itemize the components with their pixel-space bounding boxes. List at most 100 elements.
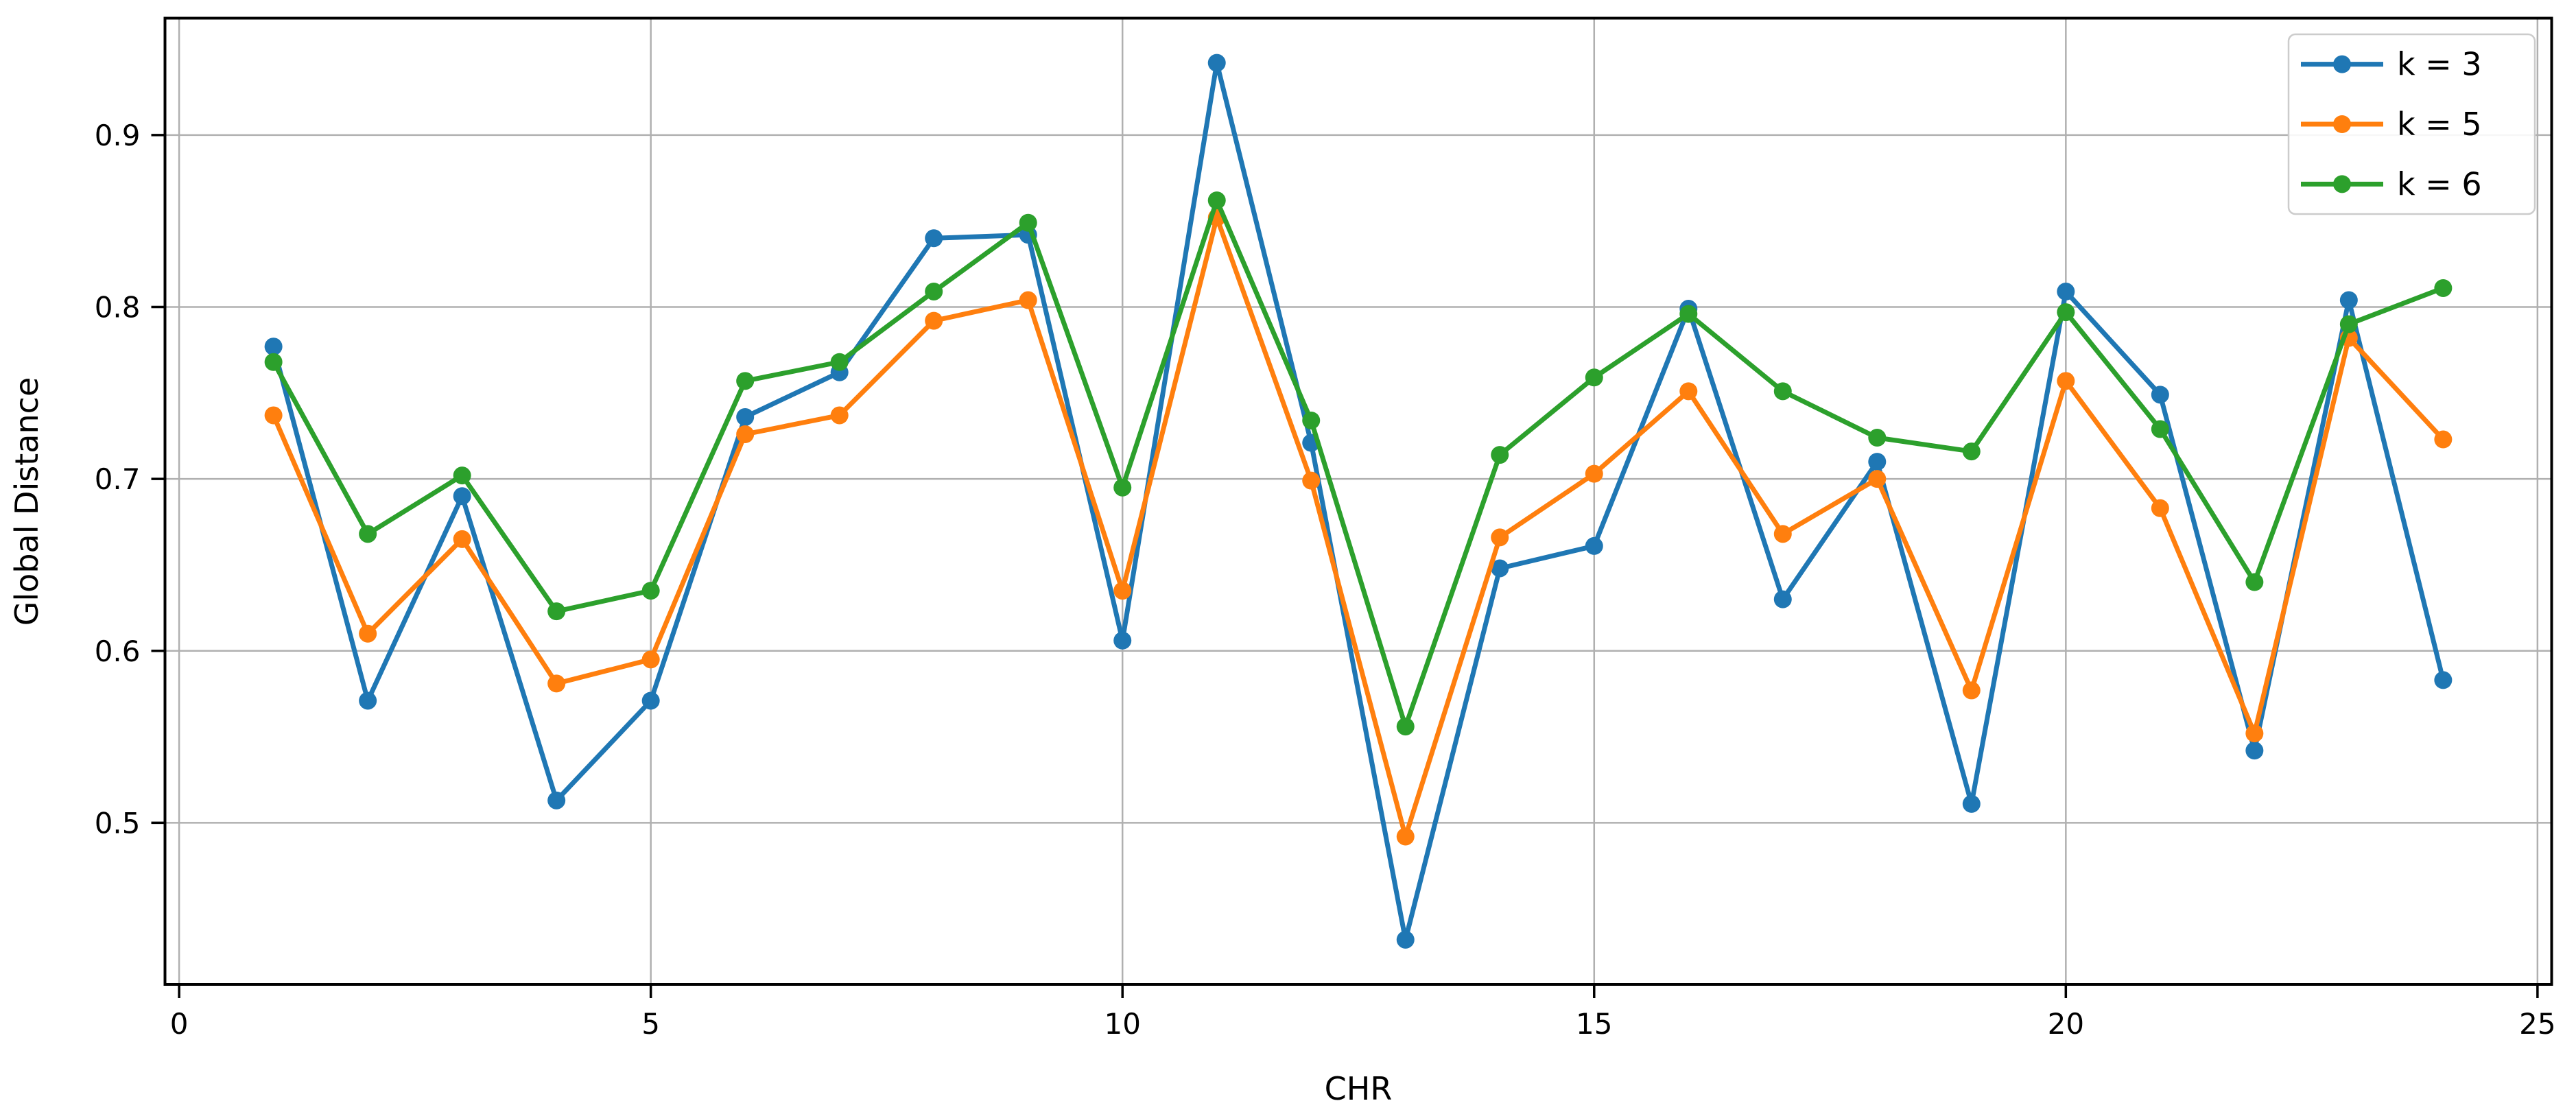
- x-axis-label: CHR: [1325, 1070, 1393, 1107]
- data-point-marker: [547, 791, 566, 809]
- data-point-marker: [1113, 631, 1132, 650]
- data-point-marker: [736, 407, 755, 426]
- x-tick-label: 15: [1576, 1007, 1612, 1041]
- data-point-marker: [1773, 590, 1792, 608]
- plot-frame: [163, 16, 2553, 986]
- data-point-marker: [1019, 291, 1037, 309]
- data-point-marker: [2245, 724, 2264, 743]
- data-point-marker: [1585, 368, 1603, 387]
- data-series: [264, 54, 2453, 949]
- data-point-marker: [1491, 528, 1509, 547]
- y-tick-label: 0.6: [95, 635, 141, 668]
- data-point-marker: [1868, 470, 1887, 488]
- data-point-marker: [264, 406, 283, 425]
- x-tick-label: 0: [170, 1007, 189, 1041]
- data-point-marker: [1962, 681, 1981, 700]
- data-point-marker: [1679, 305, 1698, 323]
- data-point-marker: [1113, 582, 1132, 600]
- x-tick-label: 25: [2519, 1007, 2555, 1041]
- legend-box: [2287, 33, 2536, 215]
- legend-label: k = 3: [2397, 46, 2482, 83]
- data-point-marker: [2434, 430, 2453, 449]
- data-point-marker: [1302, 471, 1321, 490]
- data-point-marker: [1491, 559, 1509, 578]
- grid-lines: [165, 18, 2552, 984]
- x-tick-label: 20: [2048, 1007, 2084, 1041]
- data-point-marker: [2151, 499, 2169, 517]
- series-k=5: [264, 209, 2453, 846]
- data-point-marker: [2434, 279, 2453, 297]
- data-point-marker: [2057, 372, 2075, 390]
- data-point-marker: [264, 338, 283, 356]
- data-point-marker: [641, 691, 660, 710]
- legend: k = 3 k = 5 k = 6: [2287, 33, 2536, 215]
- data-point-marker: [1585, 464, 1603, 483]
- data-point-marker: [453, 530, 471, 548]
- series-k=6: [264, 191, 2453, 736]
- data-point-marker: [1491, 446, 1509, 464]
- data-point-marker: [1302, 411, 1321, 429]
- data-point-marker: [264, 353, 283, 371]
- data-point-marker: [2057, 282, 2075, 300]
- data-point-marker: [830, 406, 849, 425]
- circle-marker-icon: [2333, 55, 2351, 73]
- data-point-marker: [641, 582, 660, 600]
- y-tick-label: 0.5: [95, 806, 141, 840]
- y-tick-label: 0.9: [95, 119, 141, 152]
- axis-ticks: 0 5 10 15 20 25 0.5 0.6 0.7 0.8 0.9: [95, 119, 2556, 1041]
- y-tick-label: 0.8: [95, 291, 141, 324]
- data-point-marker: [453, 487, 471, 506]
- data-point-marker: [1773, 382, 1792, 401]
- data-point-marker: [2339, 315, 2358, 333]
- data-point-marker: [1207, 191, 1226, 210]
- series-k=3: [264, 54, 2453, 949]
- circle-marker-icon: [2333, 175, 2351, 193]
- series-line: [271, 215, 2446, 839]
- data-point-marker: [359, 624, 377, 643]
- data-point-marker: [1396, 718, 1415, 736]
- y-axis-label: Global Distance: [8, 377, 45, 626]
- data-point-marker: [925, 229, 943, 248]
- data-point-marker: [1585, 536, 1603, 555]
- data-point-marker: [641, 650, 660, 669]
- circle-marker-icon: [2333, 115, 2351, 133]
- data-point-marker: [2151, 420, 2169, 438]
- data-point-marker: [453, 466, 471, 485]
- legend-label: k = 5: [2397, 106, 2482, 143]
- y-tick-label: 0.7: [95, 462, 141, 496]
- data-point-marker: [2245, 742, 2264, 760]
- data-point-marker: [1773, 525, 1792, 543]
- legend-entry: k = 5: [2301, 106, 2482, 143]
- data-point-marker: [359, 691, 377, 710]
- legend-label: k = 6: [2397, 165, 2482, 202]
- x-tick-label: 5: [641, 1007, 660, 1041]
- data-point-marker: [2434, 671, 2453, 689]
- data-point-marker: [1868, 429, 1887, 447]
- data-point-marker: [925, 282, 943, 300]
- data-point-marker: [736, 425, 755, 444]
- data-point-marker: [736, 372, 755, 390]
- series-line: [271, 60, 2446, 943]
- series-line: [271, 198, 2446, 729]
- data-point-marker: [1019, 213, 1037, 232]
- data-point-marker: [2151, 386, 2169, 404]
- data-point-marker: [925, 311, 943, 330]
- data-point-marker: [2057, 303, 2075, 322]
- data-point-marker: [1396, 827, 1415, 846]
- data-point-marker: [547, 674, 566, 693]
- legend-entry: k = 3: [2301, 46, 2482, 83]
- data-point-marker: [2245, 573, 2264, 591]
- legend-entry: k = 6: [2301, 165, 2482, 202]
- data-point-marker: [2339, 291, 2358, 309]
- data-point-marker: [1679, 382, 1698, 401]
- data-point-marker: [1868, 453, 1887, 471]
- data-point-marker: [359, 525, 377, 543]
- x-tick-label: 10: [1104, 1007, 1140, 1041]
- data-point-marker: [1207, 54, 1226, 72]
- data-point-marker: [1962, 442, 1981, 461]
- data-point-marker: [547, 602, 566, 621]
- data-point-marker: [1113, 478, 1132, 497]
- data-point-marker: [830, 353, 849, 371]
